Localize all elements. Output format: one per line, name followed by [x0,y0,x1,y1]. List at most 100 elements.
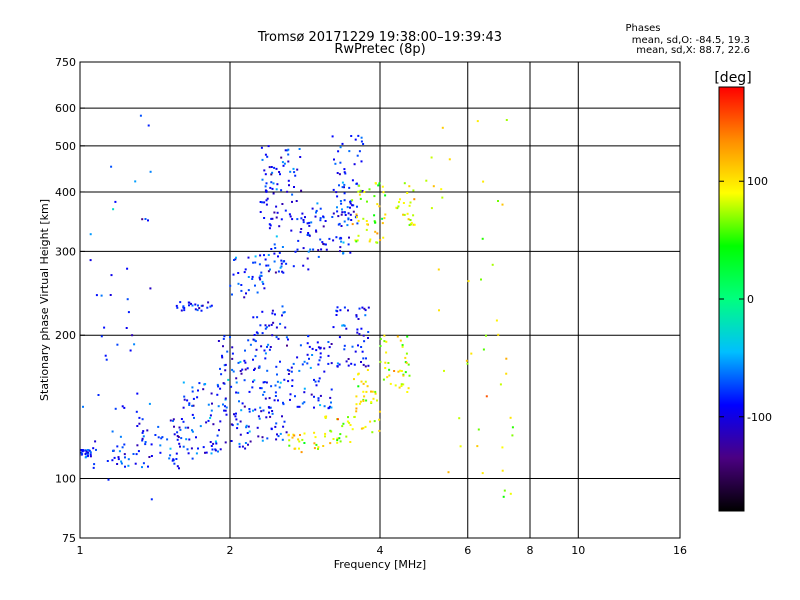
data-point [269,224,272,227]
data-point [129,349,132,352]
data-point [194,308,197,311]
data-point [265,182,268,185]
data-point [269,268,271,271]
data-point [157,425,160,428]
data-point [382,191,385,194]
data-point [336,362,339,365]
data-point [511,434,514,437]
data-point [378,429,381,432]
data-point [347,212,350,215]
data-point [323,405,326,408]
data-point [378,205,381,208]
data-point [286,149,289,152]
data-point [267,264,270,267]
data-point [243,296,246,299]
data-point [263,217,266,219]
data-point [282,401,284,404]
data-point [88,449,91,452]
data-point [240,409,243,412]
data-point [287,433,290,436]
data-point [339,433,342,436]
data-point [240,372,243,375]
data-point [381,185,384,188]
data-point [338,336,341,339]
data-point [282,425,285,428]
data-point [247,443,249,446]
data-point [231,293,233,296]
data-point [191,429,193,432]
data-point [336,306,339,309]
data-point [340,202,343,205]
data-point [329,396,332,399]
data-point [256,316,259,319]
data-point [349,251,352,254]
data-point [374,230,377,233]
data-point [293,434,296,437]
data-point [357,344,359,347]
data-point [298,369,301,372]
data-point [288,213,291,216]
data-point [262,409,265,412]
data-point [238,400,240,403]
data-point [283,260,286,263]
data-point [379,360,382,363]
data-point [376,203,379,206]
data-point [265,190,268,193]
data-point [356,154,359,157]
data-point [259,324,262,327]
data-point [261,332,264,335]
data-point [355,215,358,217]
data-point [264,258,267,261]
data-point [287,380,290,383]
data-point [319,217,322,220]
data-point [240,284,243,286]
data-point [365,357,367,360]
data-point [430,207,433,210]
data-point [273,211,276,214]
data-point [149,170,152,173]
data-point [315,349,318,352]
data-point [251,386,254,389]
data-point [279,381,282,384]
data-point [384,361,387,364]
data-point [183,398,186,401]
data-point [216,393,219,396]
data-point [268,166,271,169]
data-point [336,418,339,421]
data-point [291,385,294,387]
data-point [260,271,263,274]
data-point [259,387,262,390]
data-point [224,369,227,372]
data-point [355,240,358,243]
data-point [244,368,247,371]
data-point [202,446,205,449]
data-point [280,218,283,221]
data-point [284,326,287,329]
data-point [348,186,351,189]
data-point [339,440,342,443]
data-point [100,294,103,297]
data-point [142,430,145,433]
data-point [232,273,235,276]
data-point [400,383,403,386]
data-point [370,401,373,404]
data-point [254,261,257,264]
data-point [192,404,195,407]
data-point [253,339,256,342]
data-point [237,282,240,285]
data-point [254,355,257,358]
data-point [358,150,361,153]
data-point [374,182,377,185]
data-point [363,395,366,398]
data-point [127,464,130,467]
data-point [275,235,278,238]
data-point [362,398,365,401]
data-point [287,160,290,163]
data-point [198,307,201,310]
data-point [315,209,318,212]
data-point [275,422,278,425]
data-point [269,406,272,409]
data-point [384,213,387,216]
data-point [313,447,316,450]
data-point [270,323,273,326]
